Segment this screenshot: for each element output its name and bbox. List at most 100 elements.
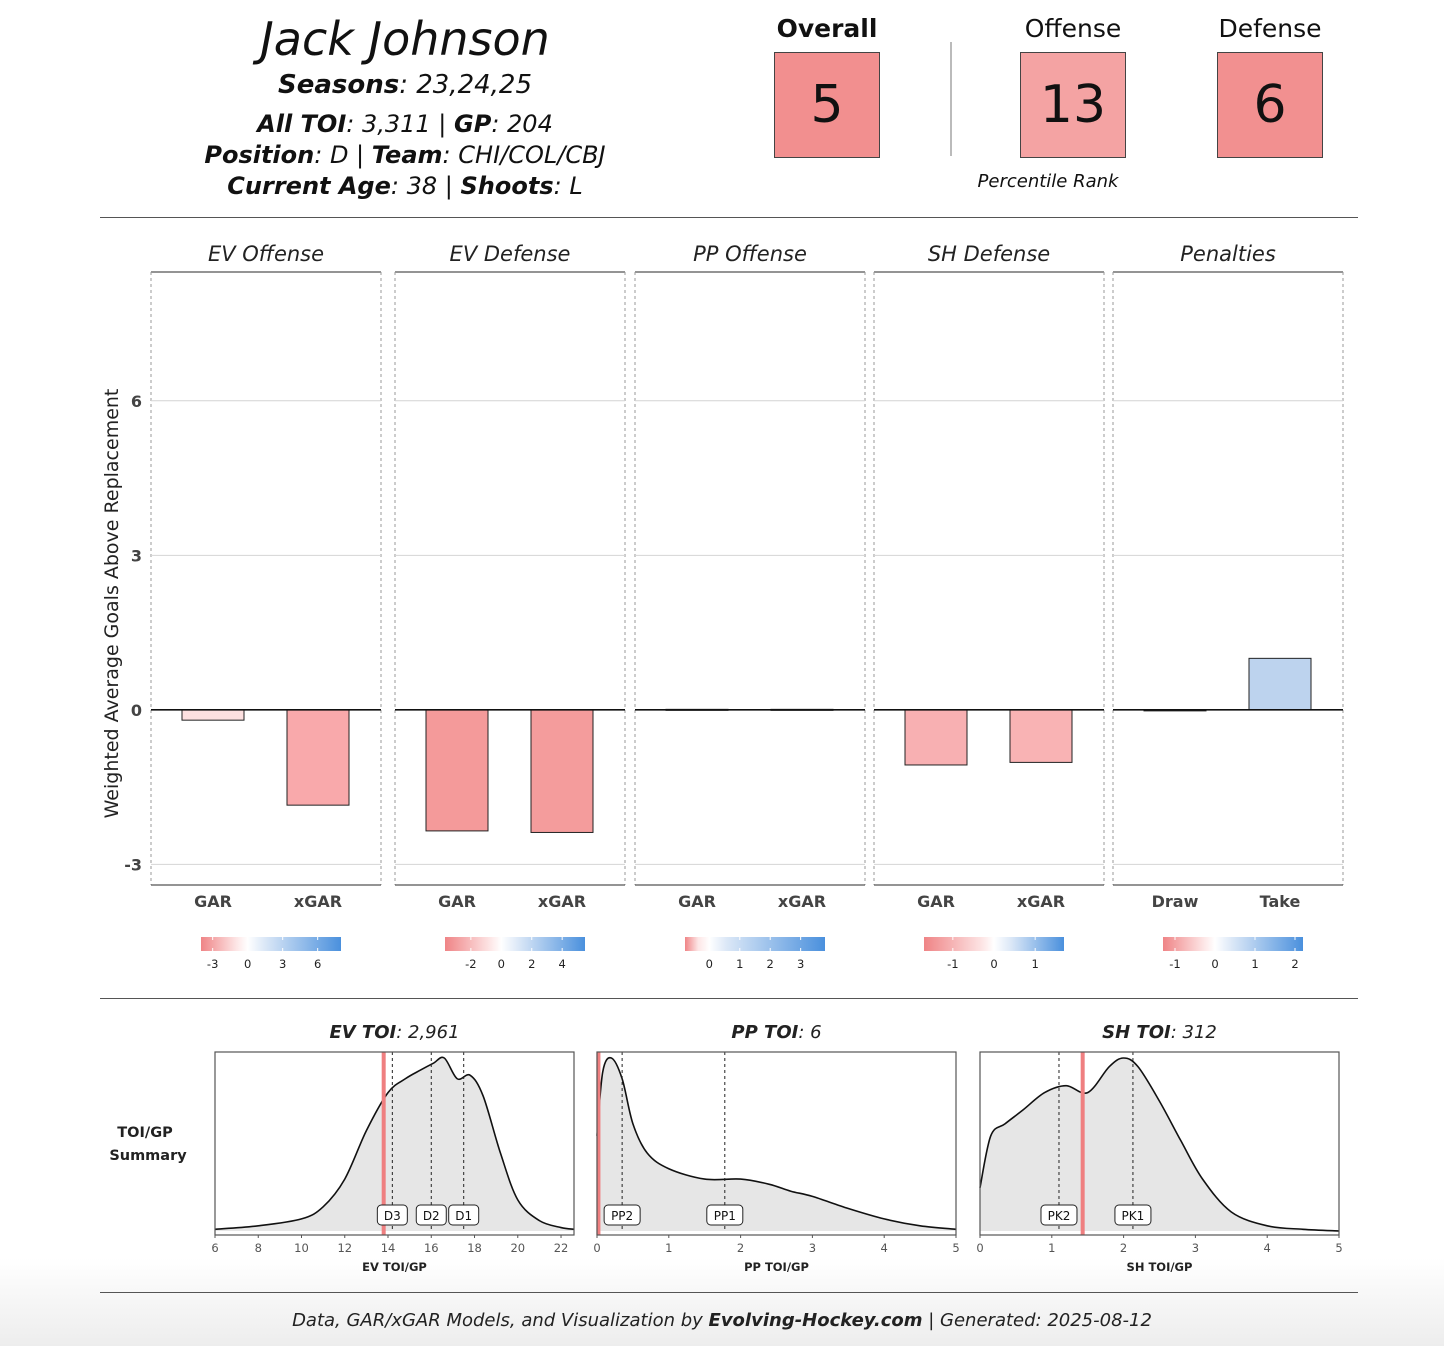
density-area bbox=[980, 1058, 1339, 1231]
legend-tick-label: 0 bbox=[244, 957, 251, 971]
toi-title-value: : 2,961 bbox=[396, 1022, 459, 1043]
age-label: Current Age bbox=[227, 172, 391, 200]
age-line: Current Age: 38 | Shoots: L bbox=[100, 172, 710, 200]
x-tick-label: 16 bbox=[424, 1241, 439, 1255]
legend-colorbar bbox=[445, 937, 585, 951]
position-label: Position bbox=[204, 141, 315, 169]
legend-tick-label: 2 bbox=[528, 957, 535, 971]
player-name: Jack Johnson bbox=[260, 12, 550, 66]
row-label-toi: TOI/GP bbox=[117, 1125, 173, 1141]
x-tick-label: 6 bbox=[211, 1241, 218, 1255]
bar-xgar bbox=[1009, 709, 1073, 763]
x-tick-label: 22 bbox=[554, 1241, 569, 1255]
team-label: Team bbox=[371, 141, 443, 169]
legend-tick-label: 3 bbox=[797, 957, 804, 971]
gar-panel: SH Defense GAR xGAR -1 0 1 bbox=[873, 242, 1105, 971]
toi-panel: PP TOI: 6 PP2 PP1 0 1 2 3 4 5 PP TOI/GP bbox=[593, 1022, 959, 1274]
x-tick-label: xGAR bbox=[538, 892, 586, 911]
footer-band bbox=[0, 1258, 1444, 1346]
toi-line: All TOI: 3,311 | GP: 204 bbox=[100, 110, 710, 138]
toi-title-label: EV TOI bbox=[329, 1022, 396, 1043]
toi-panel-title: SH TOI: 312 bbox=[1102, 1022, 1217, 1043]
toi-panel-frame bbox=[214, 1051, 575, 1236]
marker-label-box bbox=[448, 1204, 480, 1226]
legend-tick-label: -1 bbox=[947, 957, 958, 971]
y-tick-label: 6 bbox=[131, 392, 142, 411]
density-curve bbox=[214, 1056, 575, 1231]
rank-divider bbox=[950, 42, 952, 156]
legend-colorbar bbox=[685, 937, 825, 951]
footer-prefix: Data, GAR/xGAR Models, and Visualization… bbox=[292, 1310, 709, 1331]
marker-label-box bbox=[1040, 1204, 1078, 1226]
x-tick-label: Draw bbox=[1152, 892, 1199, 911]
offense-rank-label: Offense bbox=[1024, 14, 1122, 43]
position-value: : D | bbox=[314, 141, 372, 169]
panel-title: Penalties bbox=[1180, 242, 1276, 266]
legend-tick-label: 0 bbox=[706, 957, 713, 971]
x-tick-label: 20 bbox=[510, 1241, 525, 1255]
seasons-value: : 23,24,25 bbox=[399, 70, 533, 100]
toi-label: All TOI bbox=[257, 110, 347, 138]
x-tick-label: GAR bbox=[194, 892, 232, 911]
x-axis-title: PP TOI/GP bbox=[744, 1260, 809, 1274]
toi-panel-frame bbox=[596, 1051, 957, 1236]
legend-tick-label: 0 bbox=[990, 957, 997, 971]
y-tick-label: -3 bbox=[124, 855, 142, 874]
marker-label: PK2 bbox=[1048, 1209, 1071, 1223]
x-tick-label: 8 bbox=[255, 1241, 262, 1255]
x-tick-label: 5 bbox=[952, 1241, 959, 1255]
density-curve bbox=[979, 1057, 1340, 1232]
marker-label-box bbox=[415, 1204, 447, 1226]
density-area bbox=[597, 1057, 956, 1231]
legend-colorbar bbox=[1163, 937, 1303, 951]
legend-tick-label: 0 bbox=[1211, 957, 1218, 971]
seasons-label: Seasons bbox=[277, 70, 400, 100]
legend-tick-label: 1 bbox=[736, 957, 743, 971]
x-tick-label: 3 bbox=[1192, 1241, 1199, 1255]
x-tick-label: 1 bbox=[665, 1241, 672, 1255]
y-tick-label: 0 bbox=[131, 701, 142, 720]
toi-panel-title: PP TOI: 6 bbox=[731, 1022, 821, 1043]
marker-label-box bbox=[1114, 1204, 1152, 1226]
marker-label: D3 bbox=[384, 1209, 401, 1223]
bar-xgar bbox=[530, 709, 594, 833]
x-tick-label: xGAR bbox=[778, 892, 826, 911]
x-tick-label: GAR bbox=[917, 892, 955, 911]
toi-panel: SH TOI: 312 PK2 PK1 0 1 2 3 4 5 SH TOI/GP bbox=[976, 1022, 1342, 1274]
marker-label: PK1 bbox=[1122, 1209, 1145, 1223]
gar-bar-chart: Weighted Average Goals Above Replacement… bbox=[101, 242, 1344, 971]
marker-label: PP1 bbox=[714, 1209, 736, 1223]
legend-colorbar bbox=[201, 937, 341, 951]
bar-xgar bbox=[286, 709, 350, 806]
gp-value: : 204 bbox=[491, 110, 553, 138]
y-tick-label: 3 bbox=[131, 546, 142, 565]
marker-label-box bbox=[376, 1204, 408, 1226]
x-tick-label: GAR bbox=[438, 892, 476, 911]
shoots-value: : L bbox=[553, 172, 583, 200]
x-axis-title: EV TOI/GP bbox=[362, 1260, 427, 1274]
shoots-label: Shoots bbox=[460, 172, 554, 200]
overall-rank-label: Overall bbox=[776, 14, 878, 43]
marker-label-box bbox=[603, 1204, 641, 1226]
x-tick-label: GAR bbox=[678, 892, 716, 911]
overall-rank-box: 5 bbox=[774, 52, 880, 158]
seasons-line: Seasons: 23,24,25 bbox=[100, 70, 710, 100]
position-line: Position: D | Team: CHI/COL/CBJ bbox=[100, 141, 710, 169]
toi-panel: EV TOI: 2,961 D3 D2 D1 6 8 10 12 14 16 18 20 22 EV TO… bbox=[211, 1022, 575, 1274]
x-tick-label: 4 bbox=[1264, 1241, 1271, 1255]
offense-rank-box: 13 bbox=[1020, 52, 1126, 158]
x-tick-label: 5 bbox=[1335, 1241, 1342, 1255]
x-tick-label: 12 bbox=[337, 1241, 352, 1255]
x-tick-label: 2 bbox=[1120, 1241, 1127, 1255]
x-tick-label: xGAR bbox=[1017, 892, 1065, 911]
bar-take bbox=[1248, 657, 1312, 711]
legend-tick-label: 6 bbox=[314, 957, 321, 971]
gp-label: GP bbox=[454, 110, 492, 138]
gar-panel: EV Defense GAR xGAR -2 0 2 4 bbox=[394, 242, 626, 971]
panel-title: PP Offense bbox=[693, 242, 807, 266]
age-value: : 38 | bbox=[390, 172, 461, 200]
x-tick-label: 1 bbox=[1048, 1241, 1055, 1255]
gar-panel: PP Offense GAR xGAR 0 1 2 3 bbox=[634, 242, 866, 971]
legend-tick-label: 0 bbox=[498, 957, 505, 971]
